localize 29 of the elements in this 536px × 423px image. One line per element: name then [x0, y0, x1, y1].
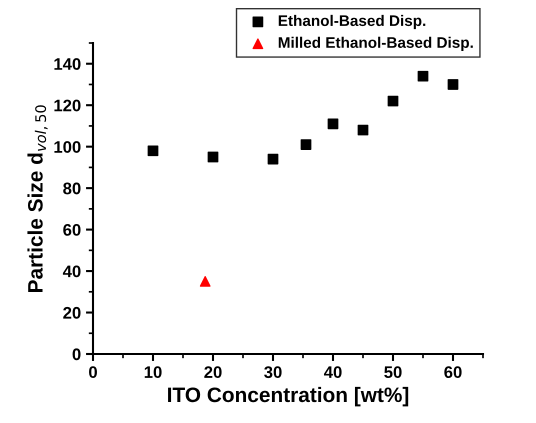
- point: [148, 145, 158, 156]
- y-axis-title: Particle Size d$_{vol,50}$: [27, 105, 48, 292]
- x-tick-label: 40: [324, 366, 342, 378]
- y-tick-label: 60: [63, 224, 81, 236]
- y-tick-label: 40: [62, 265, 81, 278]
- point: [208, 152, 218, 162]
- point: [328, 118, 338, 130]
- point: [268, 154, 278, 164]
- y-tick-label: 20: [63, 306, 81, 319]
- x-tick-label: 0: [89, 366, 97, 378]
- point: [200, 276, 211, 287]
- y-tick-label: 100: [54, 141, 81, 153]
- x-axis-title: ITO Concentration [wt%]: [168, 386, 408, 406]
- point: [388, 96, 398, 106]
- point: [448, 79, 458, 90]
- y-tick-label: 0: [72, 348, 81, 360]
- x-tick-label: 20: [204, 366, 222, 378]
- y-tick-label: 120: [54, 100, 81, 112]
- legend-label: Milled Ethanol-Based Disp.: [278, 36, 473, 51]
- x-tick-label: 10: [144, 366, 162, 378]
- x-tick-label: 50: [384, 366, 402, 378]
- x-tick-label: 30: [264, 366, 282, 378]
- point: [300, 139, 312, 150]
- y-tick-label: 140: [54, 58, 81, 70]
- point: [358, 124, 368, 136]
- x-tick-label: 60: [444, 366, 462, 378]
- legend-label: Ethanol-Based Disp.: [278, 14, 426, 30]
- y-tick-label: 80: [63, 182, 81, 194]
- point: [418, 70, 428, 82]
